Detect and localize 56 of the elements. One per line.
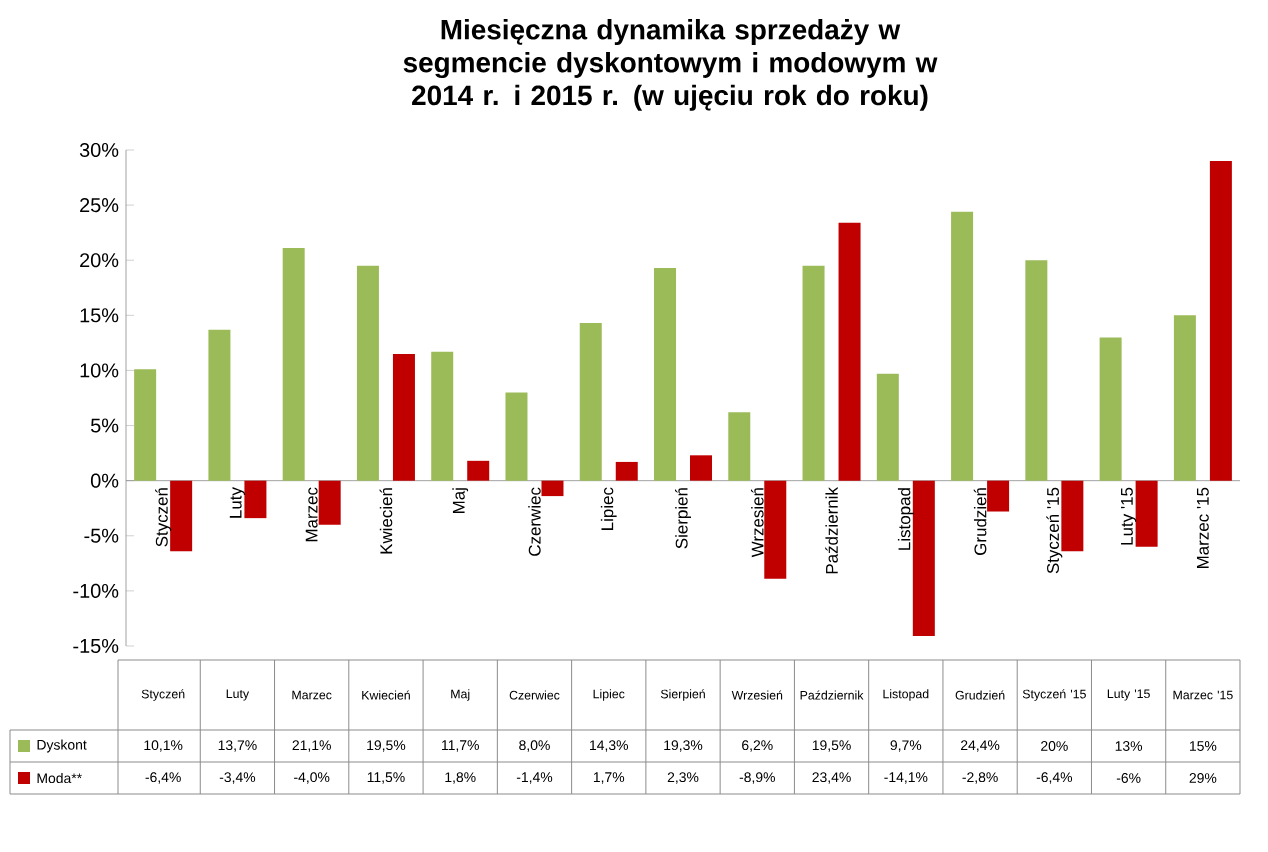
category-label: Styczeń '15 <box>1046 487 1063 574</box>
bar <box>690 455 713 481</box>
y-tick-label: 30% <box>79 142 119 158</box>
category-label: Wrzesień <box>750 488 764 558</box>
bar <box>1209 161 1232 481</box>
y-tick-label: -10% <box>73 583 119 598</box>
bar <box>951 211 974 481</box>
category-label: Marzec '15 <box>1196 487 1209 568</box>
chart-title: Miesięczna dynamika sprzedaży w segmencie dyskontowym i modowym w 2014 r. i 2015 r. (w ujęciu rok do roku) <box>403 19 938 111</box>
y-tick-label: 20% <box>80 253 119 268</box>
category-label: Październik <box>825 487 838 574</box>
bar <box>838 222 861 481</box>
bar <box>541 480 564 497</box>
category-label: Luty '15 <box>1121 487 1137 545</box>
bar <box>244 480 267 519</box>
bar <box>282 248 305 481</box>
y-tick-label: 10% <box>80 363 119 378</box>
y-tick-label: 25% <box>80 198 119 213</box>
bar <box>431 351 454 481</box>
bar <box>987 480 1010 512</box>
bar <box>802 265 825 481</box>
bar <box>356 265 379 481</box>
bar <box>170 480 193 552</box>
bar <box>505 392 528 481</box>
bar <box>1173 315 1196 481</box>
bar <box>1061 480 1084 552</box>
bar <box>318 480 341 525</box>
category-label: Maj <box>452 488 469 513</box>
y-tick-label: 15% <box>80 308 119 323</box>
bar <box>134 369 157 481</box>
category-label: Grudzień <box>973 488 987 555</box>
bar <box>876 373 899 481</box>
category-label: Listopad <box>897 488 914 550</box>
y-tick-label: 0% <box>90 473 119 488</box>
bar <box>392 353 415 481</box>
category-label: Kwiecień <box>379 488 393 554</box>
bar <box>579 323 602 481</box>
bar <box>654 267 677 481</box>
bar <box>1135 480 1158 547</box>
y-tick-label: -5% <box>84 528 119 543</box>
y-tick-label: -15% <box>73 638 119 653</box>
bar <box>1099 337 1122 481</box>
bar <box>208 329 231 481</box>
bar <box>1025 260 1048 481</box>
bar <box>615 461 638 481</box>
category-label: Styczeń <box>155 488 172 547</box>
category-label: Marzec <box>305 487 318 542</box>
bar <box>728 412 751 481</box>
category-label: Luty <box>229 487 245 518</box>
y-tick-label: 5% <box>90 418 119 433</box>
bar <box>764 480 787 579</box>
category-label: Czerwiec <box>528 487 541 556</box>
bar <box>467 460 490 481</box>
category-label: Sierpień <box>675 488 691 549</box>
category-label: Lipiec <box>600 487 617 530</box>
bar <box>912 480 935 637</box>
